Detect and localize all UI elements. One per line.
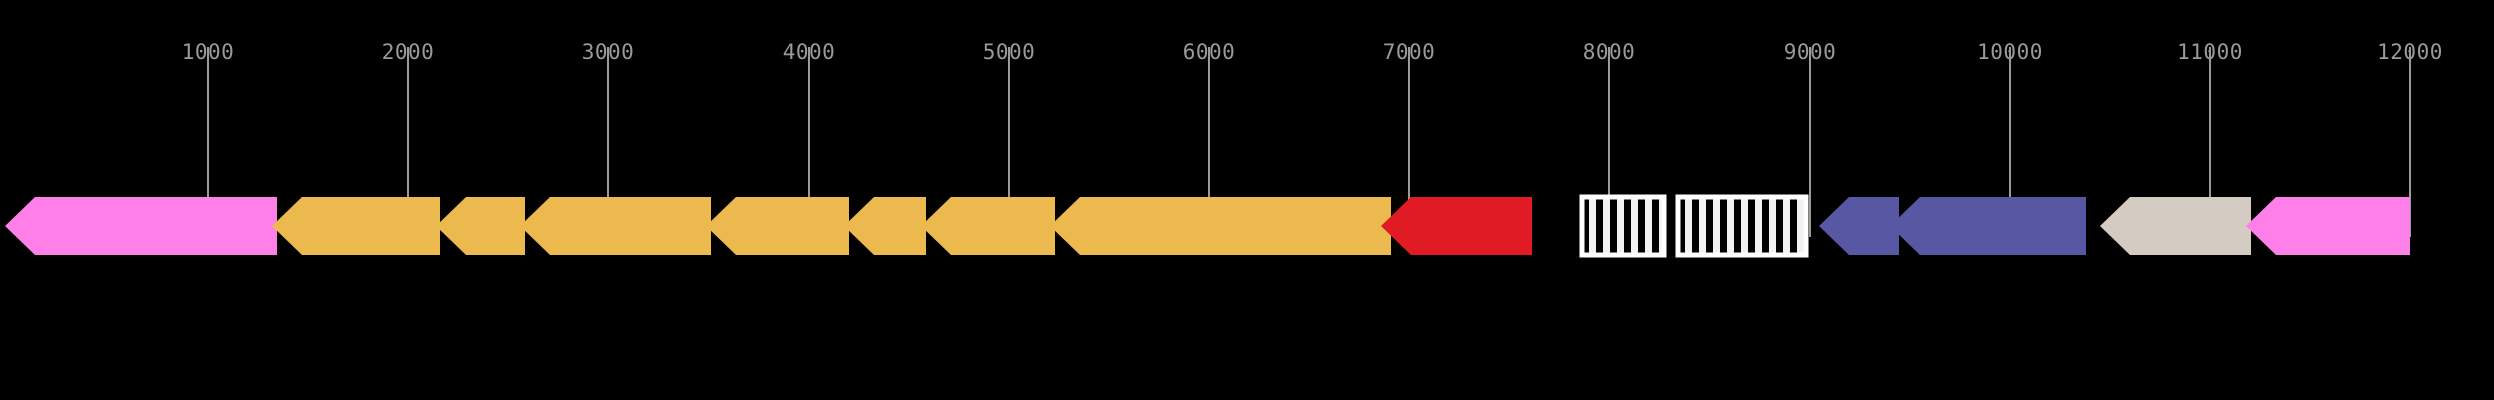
genome-feature-arrow-left[interactable]: [1890, 197, 2086, 255]
genome-feature-arrow-left[interactable]: [1819, 197, 1899, 255]
feature-arrow-shape: [436, 197, 525, 255]
axis-tick-line: [2009, 47, 2011, 237]
feature-arrow-shape: [272, 197, 440, 255]
feature-arrow-shape: [5, 197, 277, 255]
genome-feature-hatched-box[interactable]: [1675, 194, 1809, 258]
axis-tick-line: [1608, 47, 1610, 237]
genome-feature-arrow-left[interactable]: [2246, 197, 2410, 255]
feature-arrow-shape: [1890, 197, 2086, 255]
feature-arrow-shape: [520, 197, 711, 255]
genome-feature-arrow-left[interactable]: [520, 197, 711, 255]
axis-tick-line: [407, 47, 409, 237]
axis-tick-line: [607, 47, 609, 237]
feature-arrow-shape: [1050, 197, 1391, 255]
feature-arrow-shape: [706, 197, 849, 255]
genome-feature-arrow-left[interactable]: [706, 197, 849, 255]
axis-tick-line: [1008, 47, 1010, 237]
feature-arrow-shape: [844, 197, 926, 255]
axis-tick-line: [1408, 47, 1410, 237]
feature-arrow-shape: [2100, 197, 2251, 255]
genome-feature-arrow-left[interactable]: [1381, 197, 1532, 255]
genome-feature-arrow-left[interactable]: [5, 197, 277, 255]
genome-feature-arrow-left[interactable]: [2100, 197, 2251, 255]
feature-arrow-shape: [1381, 197, 1532, 255]
axis-tick-line: [207, 47, 209, 237]
genome-feature-arrow-left[interactable]: [1050, 197, 1391, 255]
axis-tick-line: [808, 47, 810, 237]
feature-arrow-shape: [2246, 197, 2410, 255]
genome-feature-arrow-left[interactable]: [272, 197, 440, 255]
axis-tick-line: [1208, 47, 1210, 237]
genome-feature-hatched-box[interactable]: [1579, 194, 1667, 258]
genome-feature-arrow-left[interactable]: [436, 197, 525, 255]
axis-tick-line: [1809, 47, 1811, 237]
axis-tick-line: [2209, 47, 2211, 237]
feature-hatched-box-shape: [1675, 194, 1809, 258]
feature-arrow-shape: [921, 197, 1055, 255]
genome-feature-arrow-left[interactable]: [844, 197, 926, 255]
feature-hatched-box-shape: [1579, 194, 1667, 258]
axis-tick-line: [2409, 47, 2411, 237]
genome-feature-arrow-left[interactable]: [921, 197, 1055, 255]
feature-arrow-shape: [1819, 197, 1899, 255]
